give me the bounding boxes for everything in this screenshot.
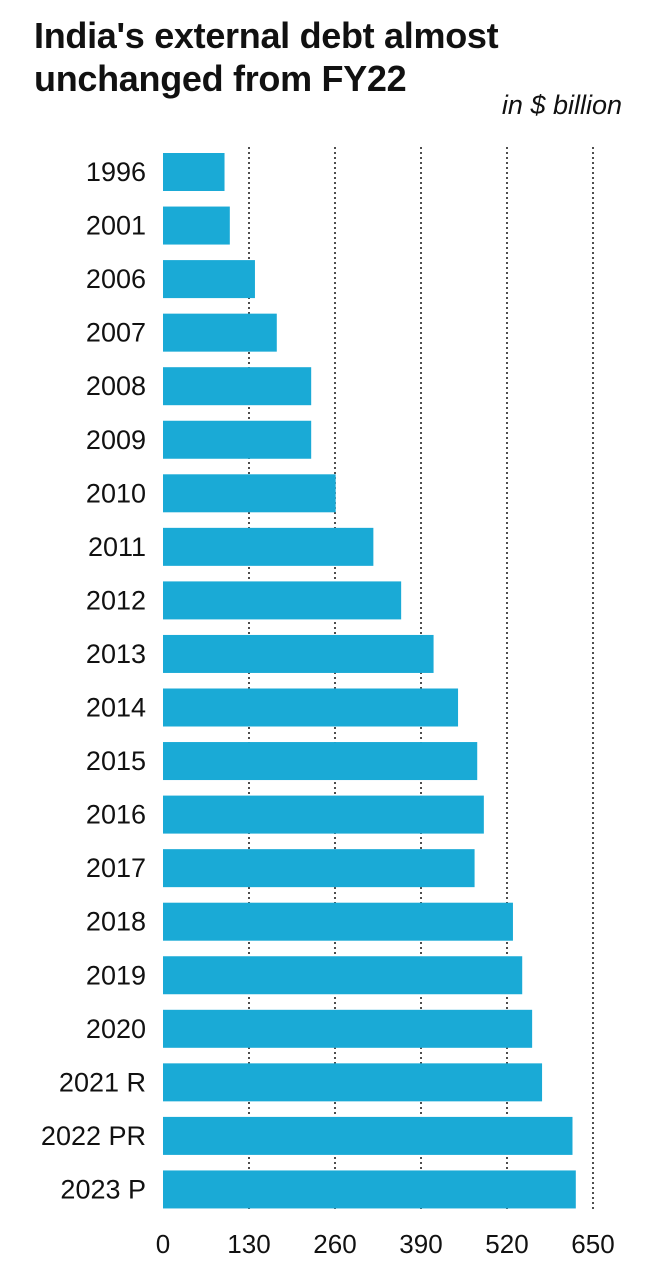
x-tick-label: 650 — [571, 1229, 614, 1259]
category-label: 2006 — [86, 264, 146, 294]
category-label: 2009 — [86, 425, 146, 455]
bar-2016 — [163, 795, 484, 834]
x-tick-label: 390 — [399, 1229, 442, 1259]
category-label: 2011 — [88, 532, 146, 562]
bar-2001 — [163, 206, 230, 245]
category-label: 2008 — [86, 371, 146, 401]
category-label: 2020 — [86, 1014, 146, 1044]
bar-2006 — [163, 260, 255, 299]
bar-2015 — [163, 742, 478, 781]
chart-title: India's external debt almost unchanged f… — [34, 15, 499, 99]
bar-2013 — [163, 634, 434, 673]
bar-2021-r — [163, 1063, 543, 1102]
category-label: 2023 P — [60, 1174, 146, 1204]
category-label: 2015 — [86, 746, 146, 776]
category-label: 2016 — [86, 800, 146, 830]
bar-2019 — [163, 956, 523, 995]
category-label: 2010 — [86, 478, 146, 508]
bar-2018 — [163, 902, 513, 941]
bar-2014 — [163, 688, 459, 727]
bar-2008 — [163, 367, 312, 406]
category-label: 2022 PR — [41, 1121, 146, 1151]
bar-2010 — [163, 474, 336, 513]
gridlines — [248, 147, 594, 1212]
category-label: 2019 — [86, 960, 146, 990]
category-label: 2021 R — [59, 1067, 146, 1097]
bar-2011 — [163, 527, 374, 566]
bar-2023-p — [163, 1170, 576, 1209]
bar-2020 — [163, 1009, 533, 1048]
category-label: 2018 — [86, 907, 146, 937]
category-label: 2013 — [86, 639, 146, 669]
bar-2007 — [163, 313, 277, 352]
bars — [163, 153, 576, 1209]
category-label: 2014 — [86, 693, 146, 723]
category-label: 2012 — [86, 585, 146, 615]
category-label: 1996 — [86, 157, 146, 187]
x-tick-label: 130 — [227, 1229, 270, 1259]
bar-2009 — [163, 420, 312, 459]
bar-2022-pr — [163, 1116, 573, 1155]
bar-2012 — [163, 581, 402, 620]
x-axis-ticks: 0 130 260 390 520 650 — [156, 1229, 615, 1259]
x-tick-label: 260 — [313, 1229, 356, 1259]
x-tick-label: 0 — [156, 1229, 170, 1259]
units-label: in $ billion — [501, 90, 622, 120]
bar-1996 — [163, 153, 225, 191]
category-labels: 1996 2001 2006 2007 2008 2009 2010 2011 2012 2013… — [41, 157, 146, 1204]
x-tick-label: 520 — [485, 1229, 528, 1259]
category-label: 2017 — [86, 853, 146, 883]
category-label: 2001 — [86, 211, 146, 241]
bar-2017 — [163, 849, 475, 888]
category-label: 2007 — [86, 318, 146, 348]
